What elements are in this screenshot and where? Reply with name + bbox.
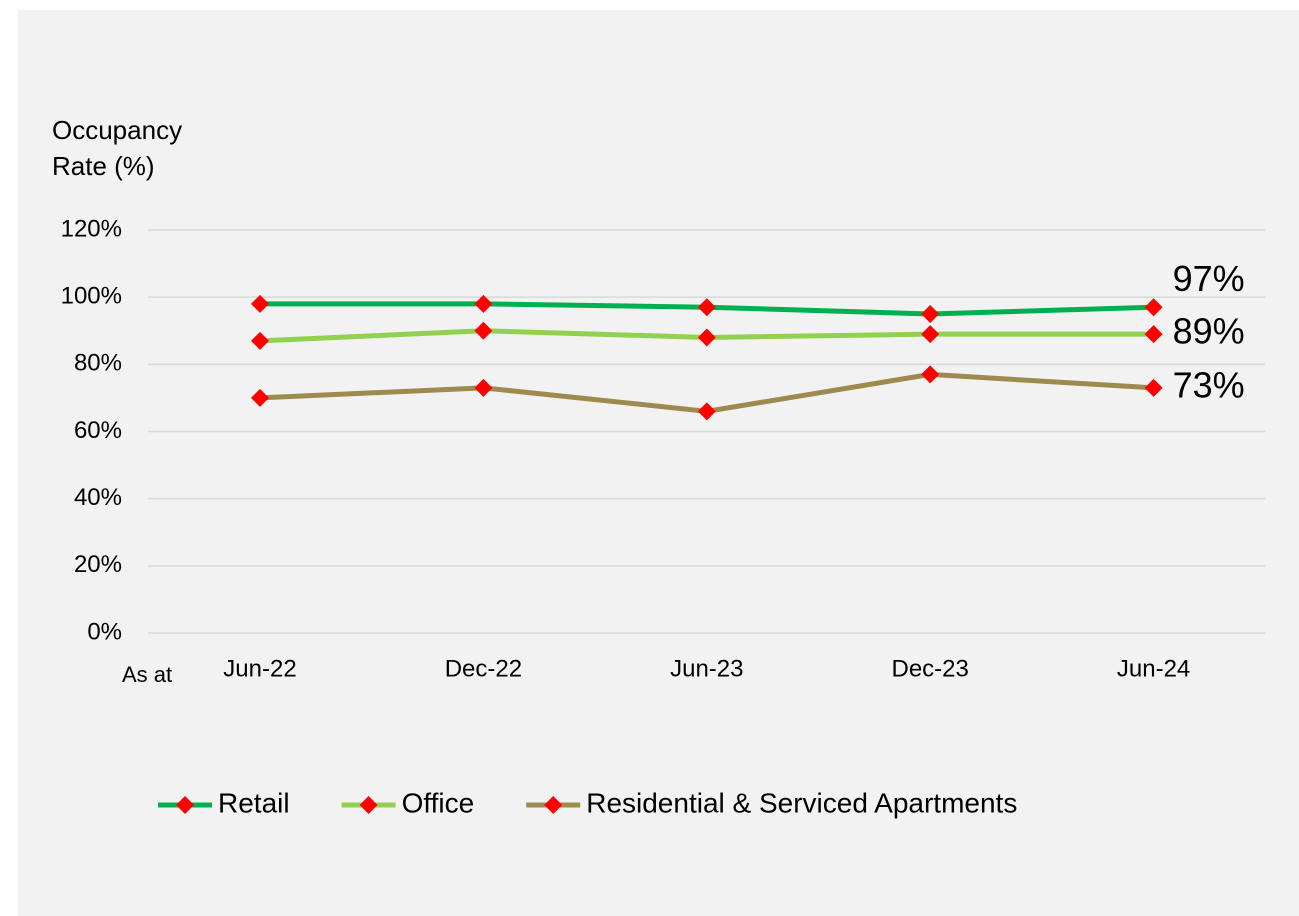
x-axis-label: As at [122, 662, 172, 687]
y-tick-label: 80% [74, 350, 122, 377]
legend-label: Retail [218, 787, 290, 818]
marker [1144, 325, 1163, 344]
legend-marker [176, 796, 194, 814]
marker [474, 321, 493, 340]
marker [697, 328, 716, 347]
marker [1144, 378, 1163, 397]
marker [921, 325, 940, 344]
chart-area [18, 10, 1299, 916]
marker [697, 298, 716, 317]
marker [474, 294, 493, 313]
x-tick-label: Jun-24 [1117, 655, 1190, 682]
marker [921, 304, 940, 323]
marker [251, 294, 269, 313]
marker [474, 378, 493, 397]
legend-label: Office [402, 787, 475, 818]
marker [697, 402, 716, 421]
x-tick-label: Jun-22 [223, 655, 296, 682]
legend-marker [359, 796, 378, 814]
y-tick-label: 0% [87, 618, 122, 645]
y-tick-label: 20% [74, 551, 122, 578]
marker [251, 331, 269, 350]
x-tick-label: Dec-23 [892, 655, 969, 682]
y-tick-label: 40% [74, 484, 122, 511]
marker [921, 365, 940, 384]
legend-label: Residential & Serviced Apartments [586, 787, 1017, 818]
marker [1144, 298, 1163, 317]
marker [251, 388, 269, 407]
data-label: 89% [1173, 311, 1245, 352]
data-label: 73% [1173, 364, 1245, 405]
y-tick-label: 100% [61, 283, 122, 310]
y-tick-label: 120% [61, 215, 122, 242]
data-label: 97% [1173, 258, 1245, 299]
x-tick-label: Jun-23 [670, 655, 743, 682]
legend-marker [544, 796, 563, 814]
y-tick-label: 60% [74, 417, 122, 444]
x-tick-label: Dec-22 [445, 655, 522, 682]
y-axis-label: Occupancy Rate (%) [52, 115, 183, 181]
